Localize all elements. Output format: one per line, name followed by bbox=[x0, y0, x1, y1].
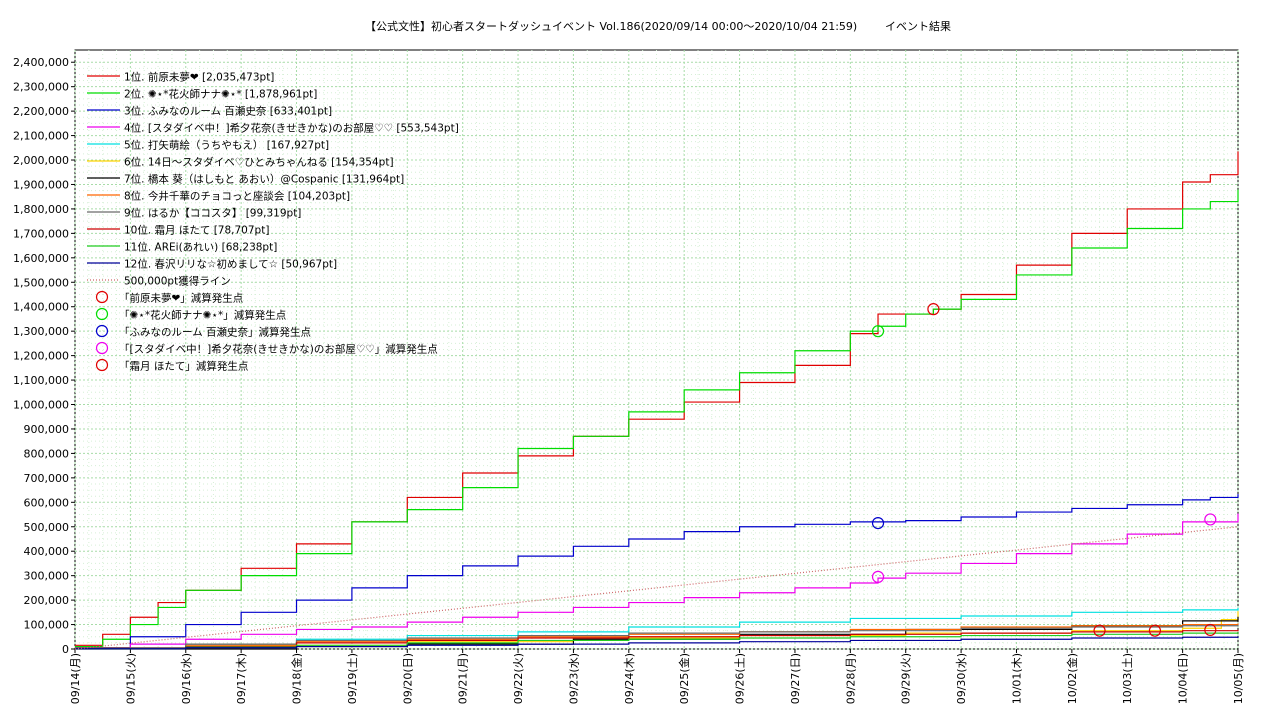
x-tick-label: 10/05(月) bbox=[1232, 653, 1245, 704]
y-tick-label: 600,000 bbox=[24, 496, 70, 509]
x-tick-label: 09/24(木) bbox=[623, 653, 636, 704]
y-tick-label: 1,800,000 bbox=[13, 203, 69, 216]
chart-subtitle: イベント結果 bbox=[885, 19, 951, 33]
decrease-marker-4 bbox=[871, 570, 885, 583]
x-tick-label: 09/19(土) bbox=[346, 653, 359, 704]
y-tick-label: 1,900,000 bbox=[13, 178, 69, 191]
y-tick-label: 1,400,000 bbox=[13, 301, 69, 314]
legend-label-3: 3位. ふみなのルーム 百瀬史奈 [633,401pt] bbox=[124, 105, 332, 118]
series-line-9 bbox=[75, 624, 1239, 649]
y-tick-label: 700,000 bbox=[24, 472, 70, 485]
x-tick-label: 09/15(火) bbox=[124, 653, 137, 704]
chart-title: 【公式文性】初心者スタートダッシュイベント Vol.186(2020/09/14… bbox=[365, 19, 857, 33]
legend-label-9: 9位. はるか【ココスタ】 [99,319pt] bbox=[124, 207, 301, 220]
x-tick-label: 09/21(月) bbox=[457, 653, 470, 704]
y-tick-label: 800,000 bbox=[24, 447, 70, 460]
legend-label-10: 10位. 霜月 ほたて [78,707pt] bbox=[124, 224, 269, 237]
series-line-12 bbox=[75, 636, 1239, 650]
y-tick-label: 2,300,000 bbox=[13, 81, 69, 94]
legend-marker-3 bbox=[95, 324, 109, 338]
legend-marker-label-1: 「前原未夢❤」減算発生点 bbox=[119, 292, 243, 305]
x-axis: 09/14(月) 09/15(火) 09/16(水) 09/17(木) 09/18(金)… bbox=[69, 649, 1245, 704]
x-tick-label: 09/28(月) bbox=[844, 653, 857, 704]
decrease-markers bbox=[871, 303, 1217, 637]
legend-marker-label-2: 「✺⋆*花火師ナナ✺⋆*」減算発生点 bbox=[119, 309, 286, 322]
y-tick-label: 500,000 bbox=[24, 521, 70, 534]
y-axis: 0 100,000 200,000 300,000 400,000 500,000 600,… bbox=[13, 56, 75, 656]
x-tick-label: 09/17(木) bbox=[235, 653, 248, 704]
y-tick-label: 1,000,000 bbox=[13, 399, 69, 412]
grid-lines bbox=[74, 50, 1239, 650]
x-tick-label: 09/22(火) bbox=[512, 653, 525, 704]
y-tick-label: 1,700,000 bbox=[13, 227, 69, 240]
series-line-3 bbox=[75, 494, 1239, 649]
x-tick-label: 09/25(金) bbox=[677, 653, 691, 704]
legend-label-7: 7位. 橋本 葵（はしもと あおい）@Cospanic [131,964pt] bbox=[124, 173, 404, 186]
legend-label-5: 5位. 打矢萌絵（うちやもえ） [167,927pt] bbox=[124, 139, 329, 152]
legend-label-2: 2位. ✺⋆*花火師ナナ✺⋆* [1,878,961pt] bbox=[124, 88, 317, 101]
legend-marker-label-5: 「霜月 ほたて」減算発生点 bbox=[119, 360, 248, 373]
legend-label-4: 4位. [スタダイベ中！]希夕花奈(きせきかな)のお部屋♡♡ [553,543p… bbox=[124, 122, 459, 135]
y-tick-label: 100,000 bbox=[24, 619, 70, 632]
legend-marker-1 bbox=[95, 290, 109, 304]
y-tick-label: 1,600,000 bbox=[13, 252, 69, 265]
legend-label-12: 12位. 春沢リリな☆初めまして☆ [50,967pt] bbox=[124, 258, 337, 271]
y-tick-label: 2,400,000 bbox=[13, 56, 69, 69]
legend-label-6: 6位. 14日〜スタダイベ♡ひとみちゃんねる [154,354pt] bbox=[124, 156, 394, 169]
x-tick-label: 09/29(火) bbox=[900, 653, 913, 704]
legend-marker-4 bbox=[95, 341, 109, 355]
legend: 1位. 前原未夢❤ [2,035,473pt] 2位. ✺⋆*花火師ナナ✺⋆* [… bbox=[87, 71, 459, 373]
y-tick-label: 400,000 bbox=[24, 545, 70, 558]
series-line-11 bbox=[75, 632, 1239, 650]
legend-label-13: 500,000pt獲得ライン bbox=[124, 275, 231, 288]
decrease-marker-1 bbox=[927, 303, 940, 316]
x-tick-label: 09/26(土) bbox=[734, 653, 747, 704]
series-line-2 bbox=[75, 189, 1239, 648]
x-tick-label: 09/16(水) bbox=[180, 653, 193, 704]
legend-label-8: 8位. 今井千華のチョコっと座談会 [104,203pt] bbox=[124, 190, 350, 203]
legend-label-1: 1位. 前原未夢❤ [2,035,473pt] bbox=[124, 71, 274, 84]
plot-area bbox=[74, 49, 1239, 650]
x-tick-label: 09/30(水) bbox=[955, 653, 968, 704]
x-tick-label: 09/14(月) bbox=[69, 653, 82, 704]
y-tick-label: 0 bbox=[62, 643, 69, 656]
decrease-marker-4 bbox=[1204, 513, 1217, 526]
legend-marker-5 bbox=[95, 358, 109, 372]
decrease-marker-5 bbox=[1204, 623, 1217, 637]
x-tick-label: 10/03(土) bbox=[1121, 653, 1134, 704]
x-tick-label: 09/18(金) bbox=[290, 653, 304, 704]
y-tick-label: 900,000 bbox=[24, 423, 70, 436]
y-tick-label: 1,500,000 bbox=[13, 276, 69, 289]
x-tick-label: 10/04(日) bbox=[1177, 653, 1190, 704]
decrease-marker-5 bbox=[1093, 624, 1106, 637]
x-tick-label: 09/20(日) bbox=[401, 653, 414, 704]
y-tick-label: 1,300,000 bbox=[13, 325, 69, 338]
y-tick-label: 1,200,000 bbox=[13, 350, 69, 363]
y-tick-label: 200,000 bbox=[24, 594, 70, 607]
legend-marker-label-3: 「ふみなのルーム 百瀬史奈」減算発生点 bbox=[119, 326, 311, 339]
legend-marker-label-4: 「[スタダイベ中！]希夕花奈(きせきかな)のお部屋♡♡」減算発生点 bbox=[119, 343, 438, 356]
y-tick-label: 1,100,000 bbox=[13, 374, 69, 387]
x-tick-label: 10/02(金) bbox=[1065, 653, 1079, 704]
decrease-marker-3 bbox=[871, 516, 885, 530]
decrease-marker-2 bbox=[871, 325, 885, 338]
x-tick-label: 09/27(日) bbox=[789, 653, 802, 704]
y-tick-label: 2,200,000 bbox=[13, 105, 69, 118]
legend-marker-2 bbox=[95, 307, 109, 321]
decrease-marker-5 bbox=[1148, 624, 1162, 637]
x-tick-label: 10/01(木) bbox=[1010, 653, 1023, 704]
y-tick-label: 2,000,000 bbox=[13, 154, 69, 167]
legend-label-11: 11位. AREi(あれい) [68,238pt] bbox=[124, 241, 277, 254]
series-line-4 bbox=[75, 513, 1239, 649]
series-lines bbox=[74, 151, 1239, 650]
y-tick-label: 2,100,000 bbox=[13, 130, 69, 143]
y-tick-label: 300,000 bbox=[24, 570, 70, 583]
x-tick-label: 09/23(水) bbox=[567, 653, 580, 704]
series-line-10 bbox=[75, 629, 1239, 650]
